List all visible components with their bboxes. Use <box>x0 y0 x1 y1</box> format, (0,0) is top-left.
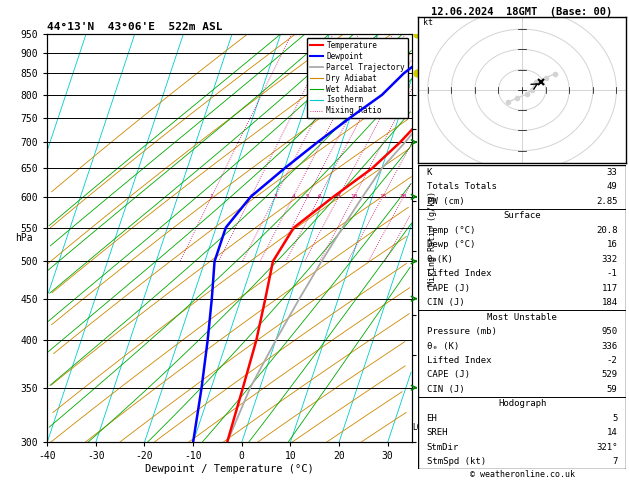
Text: θₑ(K): θₑ(K) <box>426 255 454 264</box>
Legend: Temperature, Dewpoint, Parcel Trajectory, Dry Adiabat, Wet Adiabat, Isotherm, Mi: Temperature, Dewpoint, Parcel Trajectory… <box>306 38 408 119</box>
Text: Surface: Surface <box>503 211 541 220</box>
Text: K: K <box>426 168 432 177</box>
Text: 8: 8 <box>337 194 340 199</box>
Text: 10: 10 <box>350 194 358 199</box>
Text: Dewp (°C): Dewp (°C) <box>426 240 475 249</box>
Text: © weatheronline.co.uk: © weatheronline.co.uk <box>470 469 574 479</box>
Text: 33: 33 <box>607 168 618 177</box>
Text: 4: 4 <box>291 194 295 199</box>
Text: kt: kt <box>423 18 433 27</box>
Text: -2: -2 <box>607 356 618 365</box>
Text: StmDir: StmDir <box>426 443 459 452</box>
Text: StmSpd (kt): StmSpd (kt) <box>426 457 486 466</box>
Text: 49: 49 <box>607 182 618 191</box>
Text: 529: 529 <box>601 370 618 380</box>
Text: 15: 15 <box>379 194 386 199</box>
Text: 2.85: 2.85 <box>596 197 618 206</box>
Text: PW (cm): PW (cm) <box>426 197 464 206</box>
Text: CAPE (J): CAPE (J) <box>426 284 470 293</box>
Text: 14: 14 <box>607 428 618 437</box>
X-axis label: Dewpoint / Temperature (°C): Dewpoint / Temperature (°C) <box>145 464 314 474</box>
Text: θₑ (K): θₑ (K) <box>426 342 459 350</box>
Text: 336: 336 <box>601 342 618 350</box>
Text: CIN (J): CIN (J) <box>426 385 464 394</box>
Text: Lifted Index: Lifted Index <box>426 269 491 278</box>
Text: Temp (°C): Temp (°C) <box>426 226 475 235</box>
Text: 44°13'N  43°06'E  522m ASL: 44°13'N 43°06'E 522m ASL <box>47 22 223 32</box>
Text: 1: 1 <box>209 194 213 199</box>
Text: 7: 7 <box>612 457 618 466</box>
Text: 950: 950 <box>601 327 618 336</box>
Text: Mixing Ratio (g/kg): Mixing Ratio (g/kg) <box>428 191 437 286</box>
Text: 20.8: 20.8 <box>596 226 618 235</box>
Text: 12.06.2024  18GMT  (Base: 00): 12.06.2024 18GMT (Base: 00) <box>431 7 613 17</box>
Text: CAPE (J): CAPE (J) <box>426 370 470 380</box>
Text: CIN (J): CIN (J) <box>426 298 464 307</box>
Text: 321°: 321° <box>596 443 618 452</box>
Text: EH: EH <box>426 414 437 423</box>
Text: Totals Totals: Totals Totals <box>426 182 496 191</box>
Text: 6: 6 <box>318 194 321 199</box>
Text: -1: -1 <box>607 269 618 278</box>
Text: 2: 2 <box>249 194 253 199</box>
Text: Pressure (mb): Pressure (mb) <box>426 327 496 336</box>
Text: Hodograph: Hodograph <box>498 399 546 408</box>
Text: 5: 5 <box>306 194 309 199</box>
Text: 3: 3 <box>274 194 277 199</box>
Text: 184: 184 <box>601 298 618 307</box>
Text: 332: 332 <box>601 255 618 264</box>
Text: 117: 117 <box>601 284 618 293</box>
Text: Most Unstable: Most Unstable <box>487 312 557 322</box>
Text: 59: 59 <box>607 385 618 394</box>
Text: hPa: hPa <box>14 233 32 243</box>
Text: 20: 20 <box>400 194 408 199</box>
Text: 16: 16 <box>607 240 618 249</box>
Text: SREH: SREH <box>426 428 448 437</box>
Text: 5: 5 <box>612 414 618 423</box>
Text: LCL: LCL <box>413 422 426 432</box>
Text: Lifted Index: Lifted Index <box>426 356 491 365</box>
